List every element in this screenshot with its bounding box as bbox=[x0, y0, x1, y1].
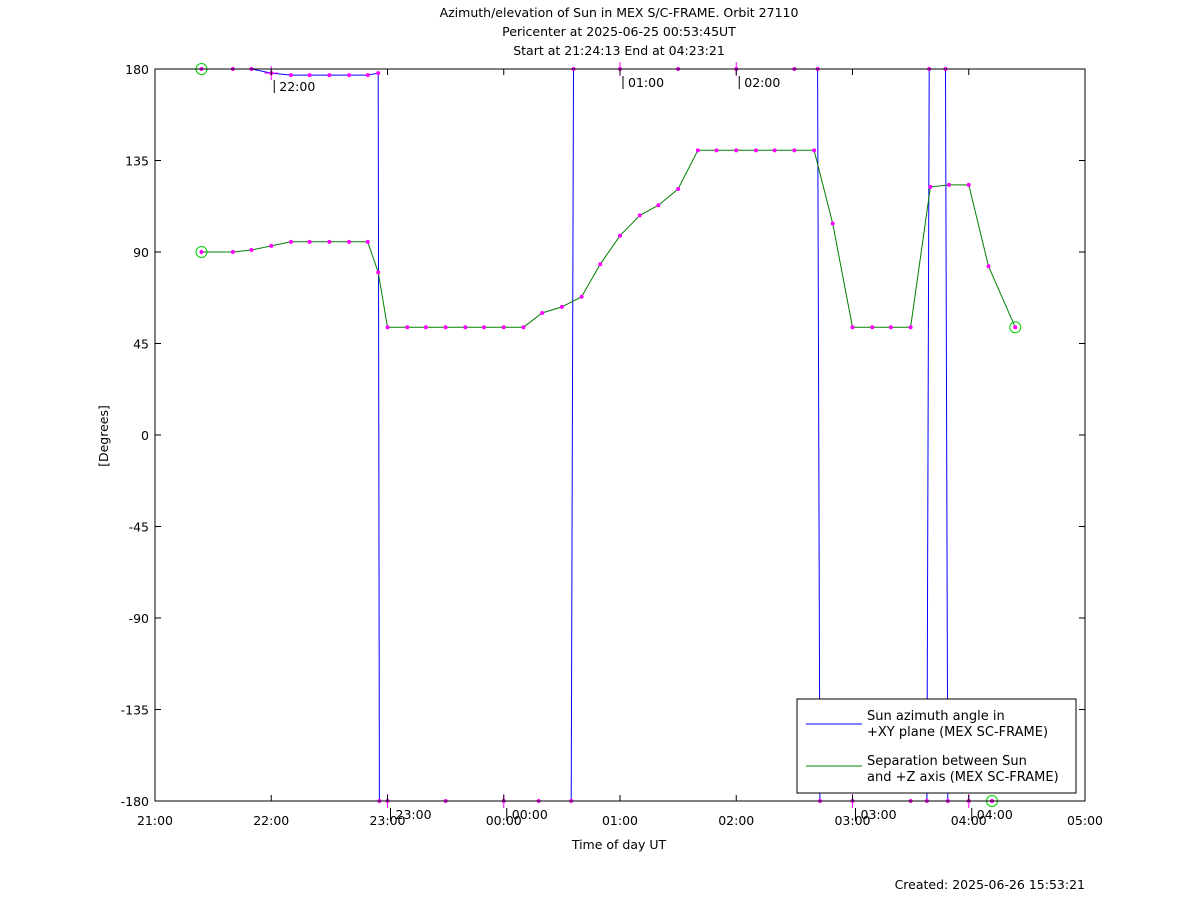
data-point-separation bbox=[618, 233, 622, 238]
plot-frame bbox=[154, 68, 1086, 802]
hour-marker-label: 03:00 bbox=[861, 807, 897, 822]
legend: Sun azimuth angle in +XY plane (MEX SC-FR… bbox=[796, 698, 1077, 794]
data-point-separation bbox=[307, 239, 312, 244]
data-point-separation bbox=[347, 239, 352, 244]
chart-title-line-1: Azimuth/elevation of Sun in MEX S/C-FRAM… bbox=[440, 5, 799, 20]
data-point-separation bbox=[1013, 325, 1018, 330]
series-layer bbox=[201, 68, 1016, 802]
hour-marker-label: 04:00 bbox=[977, 807, 1013, 822]
data-point-azimuth bbox=[289, 73, 294, 78]
hour-marker-label: 02:00 bbox=[744, 75, 780, 90]
data-point-separation bbox=[792, 148, 797, 153]
data-point-separation bbox=[521, 325, 526, 330]
y-tick-label: 180 bbox=[125, 62, 149, 77]
data-point-separation bbox=[327, 239, 332, 244]
data-point-separation bbox=[850, 325, 855, 330]
legend-box bbox=[796, 698, 1077, 794]
data-point-separation bbox=[230, 250, 235, 254]
x-tick-label: 02:00 bbox=[718, 813, 754, 828]
data-point-separation bbox=[734, 148, 739, 153]
data-point-separation bbox=[870, 325, 875, 330]
hour-marker-label: 23:00 bbox=[396, 807, 432, 822]
y-tick-label: 45 bbox=[133, 337, 149, 352]
data-point-separation bbox=[463, 325, 468, 330]
y-tick-label: 0 bbox=[141, 428, 149, 443]
data-point-azimuth bbox=[307, 73, 312, 78]
data-point-separation bbox=[559, 304, 564, 309]
x-tick-label: 22:00 bbox=[253, 813, 289, 828]
series-line-separation bbox=[201, 149, 1016, 328]
y-axis-label: [Degrees] bbox=[96, 405, 111, 467]
data-point-separation bbox=[676, 186, 681, 191]
x-axis-label: Time of day UT bbox=[571, 837, 667, 852]
data-point-azimuth bbox=[365, 73, 370, 78]
data-point-separation bbox=[986, 264, 991, 269]
x-tick-label: 05:00 bbox=[1067, 813, 1103, 828]
legend-label-separation-line-1: Separation between Sun and +Z axis (MEX S… bbox=[867, 754, 1059, 785]
data-point-separation bbox=[928, 184, 933, 189]
legend-label-azimuth-line-1: Sun azimuth angle in +XY plane (MEX SC-FR… bbox=[867, 709, 1048, 740]
data-point-separation bbox=[385, 325, 390, 330]
x-tick-label: 01:00 bbox=[602, 813, 638, 828]
data-point-separation bbox=[637, 213, 642, 218]
y-tick-label: -90 bbox=[129, 611, 149, 626]
x-tick-label: 04:00 bbox=[951, 813, 987, 828]
end-marker bbox=[1009, 321, 1022, 334]
data-point-separation bbox=[540, 311, 545, 315]
data-point-separation bbox=[908, 325, 913, 330]
x-tick-label: 23:00 bbox=[369, 813, 405, 828]
start-marker bbox=[195, 246, 208, 258]
x-tick-label: 03:00 bbox=[834, 813, 870, 828]
y-tick-label: -45 bbox=[129, 520, 149, 535]
data-point-separation bbox=[714, 148, 719, 153]
data-point-azimuth bbox=[347, 73, 352, 78]
data-point-separation bbox=[289, 239, 294, 244]
x-tick-label: 00:00 bbox=[486, 813, 522, 828]
data-point-separation bbox=[481, 325, 486, 330]
data-point-separation bbox=[656, 203, 661, 208]
hour-marker-label: 01:00 bbox=[628, 75, 664, 90]
chart-title-line-2: Pericenter at 2025-06-25 00:53:45UT bbox=[502, 24, 736, 39]
marker-layer: 22:00 23:00 00:00 01:00 02:00 03:00 04:00 bbox=[195, 62, 1022, 822]
data-point-separation bbox=[199, 250, 204, 254]
data-point-separation bbox=[772, 148, 777, 153]
data-point-separation bbox=[501, 325, 506, 330]
data-point-azimuth bbox=[327, 73, 332, 78]
x-tick-label: 21:00 bbox=[137, 813, 173, 828]
data-point-separation bbox=[754, 148, 759, 153]
data-point-separation bbox=[443, 325, 448, 330]
chart-title-line-3: Start at 21:24:13 End at 04:23:21 bbox=[513, 43, 725, 58]
hour-marker-label: 00:00 bbox=[512, 807, 548, 822]
data-point-separation bbox=[598, 262, 603, 267]
data-point-separation bbox=[423, 325, 428, 330]
data-point-separation bbox=[579, 294, 584, 299]
y-tick-label: 135 bbox=[125, 154, 149, 169]
data-point-azimuth bbox=[376, 71, 381, 76]
data-point-separation bbox=[888, 325, 893, 330]
created-timestamp: Created: 2025-06-26 15:53:21 bbox=[895, 877, 1085, 892]
y-tick-label: -180 bbox=[121, 794, 149, 809]
data-point-separation bbox=[365, 239, 370, 244]
data-point-separation bbox=[946, 182, 951, 187]
hour-marker-label: 22:00 bbox=[279, 79, 315, 94]
data-point-separation bbox=[830, 221, 835, 226]
data-point-separation bbox=[812, 148, 817, 153]
data-point-separation bbox=[376, 270, 381, 275]
data-point-separation bbox=[966, 182, 971, 187]
y-tick-label: 90 bbox=[133, 245, 149, 260]
axis-layer: 21:00 22:00 23:00 00:00 01:00 02:00 03:00 04:00… bbox=[121, 62, 1103, 828]
series-line-azimuth bbox=[201, 68, 992, 802]
y-tick-label: -135 bbox=[121, 703, 149, 718]
data-point-separation bbox=[249, 247, 254, 252]
data-point-separation bbox=[269, 243, 274, 248]
data-point-separation bbox=[405, 325, 410, 330]
data-point-separation bbox=[695, 148, 700, 153]
